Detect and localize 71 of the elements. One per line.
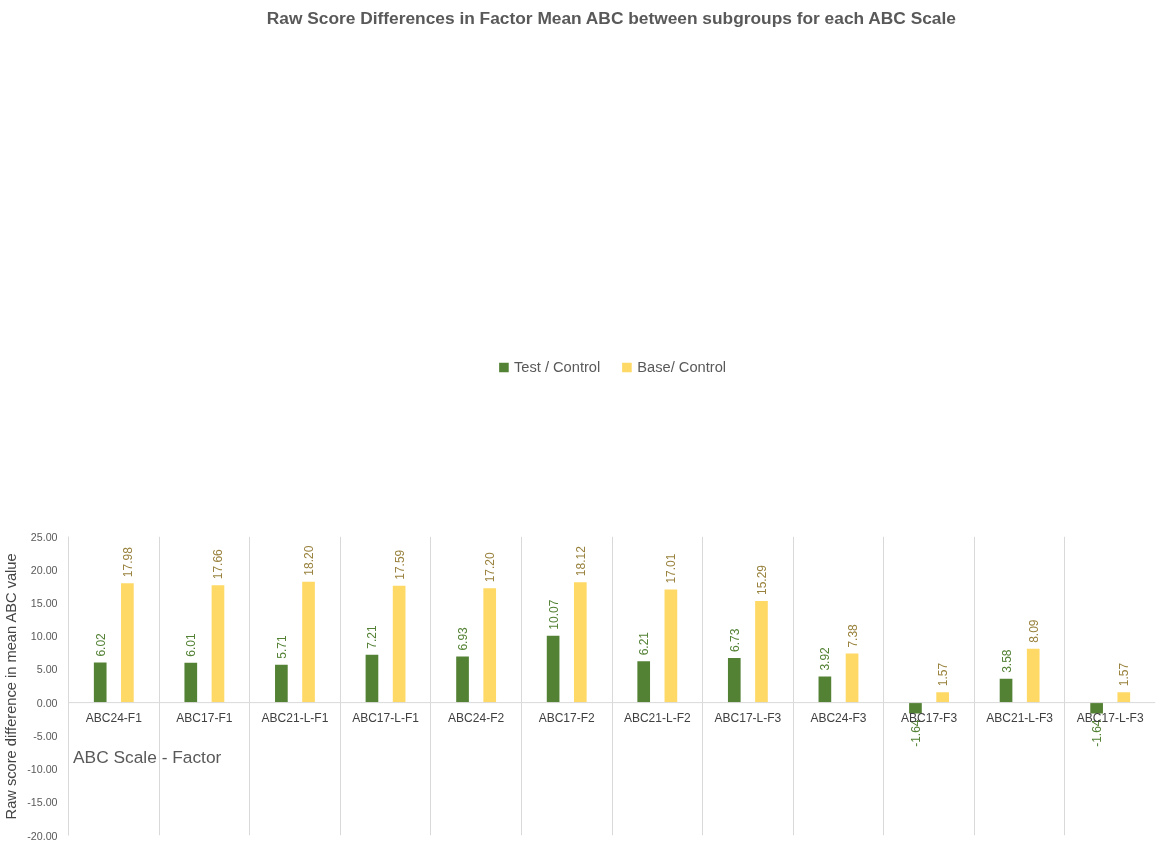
data-label: 6.02 [93,632,108,657]
x-axis-title: ABC Scale - Factor [73,746,222,767]
y-tick-label: 25.00 [30,530,58,543]
x-tick-label: ABC21-L-F3 [986,710,1054,725]
bar [818,676,832,703]
bar [93,662,107,703]
y-tick-label: -20.00 [27,829,58,842]
x-tick-label: ABC17-F2 [538,710,596,725]
legend-label: Base/ Control [637,359,727,376]
bar [121,583,134,703]
bar [936,692,949,703]
y-tick-label: 0.00 [36,696,58,709]
x-tick-label: ABC21-L-F1 [261,710,329,725]
data-label: 10.07 [546,599,561,630]
y-tick-label: 15.00 [30,596,58,609]
bar [999,678,1013,703]
bar [546,635,560,703]
bar [483,588,497,703]
chart-title: Raw Score Differences in Factor Mean ABC between subgroups for each ABC Scale [266,7,957,28]
bar [1026,648,1040,703]
data-label: 7.38 [845,623,860,648]
data-label: 7.21 [365,625,380,649]
x-tick-label: ABC24-F2 [448,710,505,725]
y-tick-label: -15.00 [27,796,58,809]
bar [664,589,678,703]
x-tick-label: ABC17-F1 [176,710,233,725]
bar [1117,692,1131,703]
x-tick-label: ABC17-L-F3 [714,710,782,725]
y-tick-label: -10.00 [27,763,58,776]
x-tick-label: ABC21-L-F2 [623,710,691,725]
data-label: 17.01 [664,553,679,584]
data-label: 3.92 [818,646,833,671]
legend-label: Test / Control [513,359,601,376]
data-label: 18.20 [302,545,317,576]
y-tick-label: -5.00 [33,729,58,742]
data-label: 8.09 [1026,619,1041,643]
data-label: 6.21 [637,631,652,656]
data-label: 6.93 [456,626,471,651]
bar [909,702,922,714]
data-label: 17.20 [483,551,498,583]
data-label: 15.29 [754,564,769,596]
bar [637,661,651,703]
bar [573,582,587,703]
bar [365,654,379,703]
data-label: 6.01 [184,633,199,657]
data-label: 5.71 [274,634,289,659]
bar [211,585,225,703]
data-label: 1.57 [1117,662,1132,687]
x-tick-label: ABC24-F1 [85,710,143,725]
bar [456,656,469,703]
x-tick-label: ABC24-F3 [810,710,867,725]
data-label: 17.59 [392,549,407,580]
bar [755,601,768,703]
data-label: 17.66 [211,548,226,580]
data-label: 17.98 [120,546,135,578]
bar [184,662,198,703]
bar [1090,702,1103,714]
data-label: 3.58 [999,649,1014,673]
bar [727,657,741,703]
y-axis-title: Raw score difference in mean ABC value [3,553,20,820]
bar [392,585,406,703]
data-label: 18.12 [573,545,588,577]
x-tick-label: ABC17-L-F1 [352,710,420,725]
bar [275,664,288,703]
y-tick-label: 5.00 [36,663,58,676]
y-tick-label: 20.00 [30,563,58,576]
bar [845,653,859,703]
data-label: 6.73 [727,628,742,652]
data-label: 1.57 [936,662,951,687]
y-tick-label: 10.00 [30,630,58,643]
bar [302,581,315,703]
